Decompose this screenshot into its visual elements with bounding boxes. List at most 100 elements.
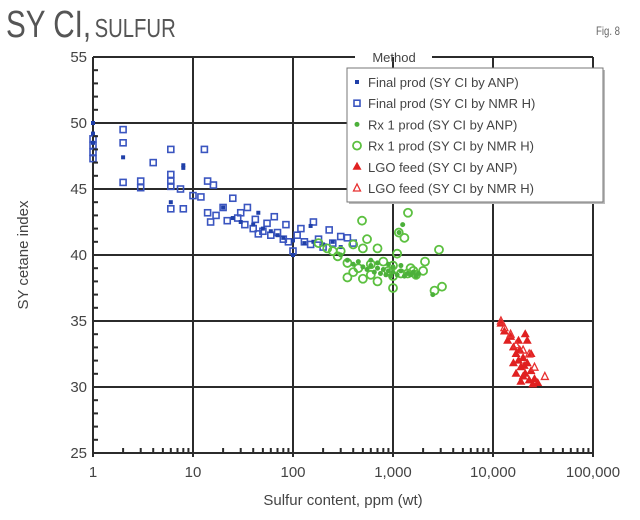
data-point: [515, 345, 525, 354]
data-point: [181, 165, 186, 170]
y-tick-label: 25: [70, 445, 87, 462]
title-sub: SULFUR: [94, 13, 176, 43]
legend-marker: [352, 182, 362, 192]
data-point: [282, 220, 290, 229]
data-point: [348, 239, 359, 250]
data-point: [167, 182, 175, 191]
data-point: [396, 230, 402, 236]
x-tick-label: 10: [185, 464, 202, 481]
legend: Method Final prod (SY CI by ANP) Final pro…: [346, 50, 605, 204]
legend-marker: [354, 121, 360, 127]
data-point: [302, 241, 307, 246]
data-point: [221, 205, 226, 210]
data-point: [189, 191, 197, 200]
y-tick-label: 35: [70, 313, 87, 330]
x-axis-label: Sulfur content, ppm (wt): [263, 492, 422, 509]
data-point: [420, 256, 430, 267]
data-point: [364, 267, 370, 273]
data-point: [306, 240, 315, 249]
data-point: [514, 355, 524, 364]
x-tick-label: 100: [280, 464, 305, 481]
data-point: [372, 276, 383, 287]
data-point: [516, 376, 526, 385]
data-point: [511, 339, 521, 349]
data-point: [400, 222, 406, 228]
axes: 25 30 35 40 45 50 55 1 10 100 1,000 10,000 100,000: [70, 49, 620, 481]
data-point: [136, 177, 145, 185]
data-point: [385, 261, 391, 267]
data-point: [260, 226, 265, 231]
data-point: [238, 220, 243, 224]
x-tick-label: 10,000: [470, 464, 516, 481]
data-point: [430, 292, 436, 298]
data-point: [251, 222, 256, 227]
data-point: [336, 232, 345, 241]
y-tick-label: 55: [70, 49, 87, 66]
data-point: [270, 212, 279, 221]
data-point: [388, 283, 398, 293]
data-point: [212, 211, 220, 220]
data-point: [197, 193, 205, 201]
y-tick-label: 40: [70, 247, 87, 264]
data-point: [388, 273, 394, 279]
data-point: [343, 234, 352, 242]
data-point: [357, 215, 367, 226]
data-point: [350, 261, 356, 267]
data-point: [399, 232, 410, 243]
data-point: [506, 328, 516, 338]
data-point: [209, 181, 218, 189]
data-point: [119, 178, 127, 187]
data-point: [368, 263, 374, 269]
data-point: [375, 260, 381, 266]
data-point: [380, 267, 386, 273]
data-point: [275, 233, 280, 238]
data-point: [308, 223, 313, 228]
data-point: [338, 252, 344, 258]
data-point: [203, 208, 212, 217]
data-point: [418, 265, 429, 276]
x-tick-label: 1,000: [374, 464, 412, 481]
data-point: [355, 259, 361, 265]
data-point: [219, 203, 227, 212]
data-point: [522, 335, 532, 344]
data-point: [390, 269, 396, 275]
data-point: [263, 219, 271, 228]
data-point: [322, 243, 333, 254]
figure-label: Fig. 8: [596, 24, 621, 38]
data-point: [540, 370, 550, 381]
x-tick-label: 100,000: [566, 464, 620, 481]
data-point: [241, 220, 249, 229]
data-point: [297, 224, 305, 233]
data-point: [365, 269, 376, 280]
data-point: [119, 139, 127, 147]
data-point: [91, 121, 95, 125]
data-point: [410, 269, 416, 275]
data-point: [313, 238, 324, 249]
data-point: [437, 281, 447, 292]
data-point: [167, 145, 175, 154]
data-point: [203, 177, 212, 185]
y-tick-label: 50: [70, 115, 87, 132]
data-point: [520, 329, 530, 338]
data-point: [362, 234, 372, 245]
legend-marker: [352, 140, 362, 151]
data-point: [91, 140, 95, 145]
data-point: [518, 352, 528, 361]
data-point: [518, 344, 528, 354]
data-point: [372, 243, 383, 254]
y-tick-label: 45: [70, 181, 87, 198]
data-point: [519, 360, 529, 369]
data-point: [228, 194, 237, 203]
data-point: [405, 263, 416, 274]
data-point: [524, 348, 534, 358]
data-point: [520, 368, 530, 377]
legend-marker: [355, 80, 359, 84]
data-point: [309, 218, 318, 226]
data-point: [281, 235, 286, 240]
data-point: [251, 215, 260, 224]
data-point: [357, 273, 368, 284]
data-point: [314, 235, 323, 243]
legend-title: Method: [372, 50, 415, 65]
data-point: [529, 361, 540, 371]
